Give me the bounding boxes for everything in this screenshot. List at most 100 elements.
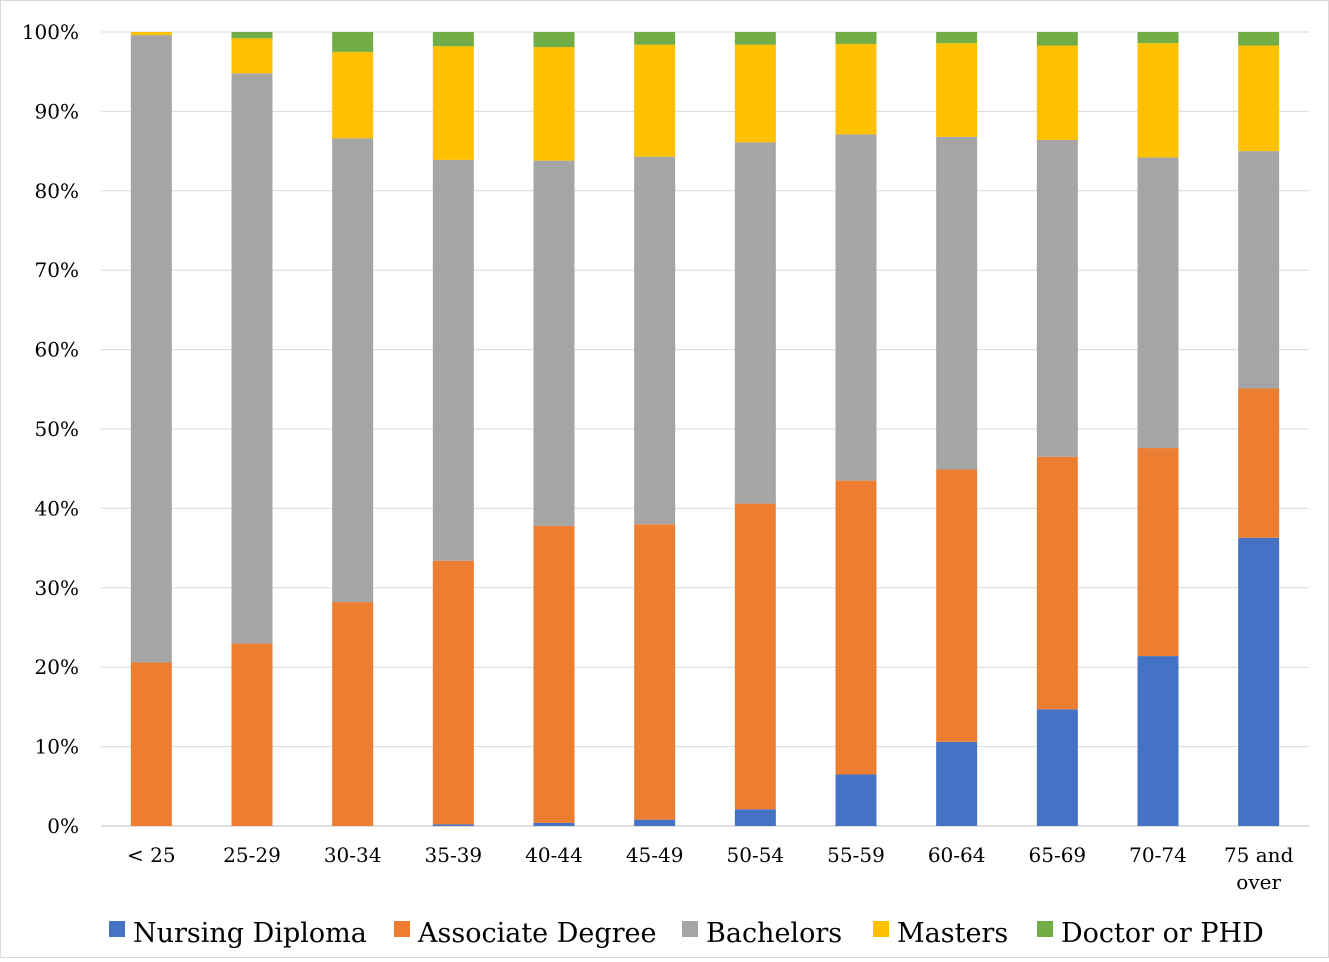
bar-segment-bachelors: [1238, 151, 1279, 388]
bar-segment-nursing-diploma: [836, 774, 877, 826]
x-tick-label-line: 55-59: [827, 843, 885, 867]
bar-segment-nursing-diploma: [1238, 538, 1279, 826]
bar-segment-associate-degree: [836, 481, 877, 775]
bar-segment-doctor-or-phd: [332, 32, 373, 52]
y-tick-label: 30%: [35, 576, 79, 600]
bar-segment-nursing-diploma: [634, 820, 675, 826]
gridlines: [101, 32, 1309, 826]
bar-segment-associate-degree: [936, 469, 977, 741]
bar-segment-associate-degree: [534, 526, 575, 823]
bar-segment-associate-degree: [735, 504, 776, 810]
x-tick-label-line: < 25: [127, 843, 176, 867]
legend-label: Bachelors: [706, 918, 842, 949]
x-tick-label-line: 25-29: [223, 843, 281, 867]
legend: Nursing Diploma Associate Degree Bachelors…: [109, 918, 1264, 949]
bar-segment-masters: [936, 43, 977, 137]
bar-segment-associate-degree: [634, 524, 675, 819]
legend-swatch: [109, 921, 125, 937]
x-tick-label: 50-54: [727, 843, 785, 867]
x-tick-label: 30-34: [324, 843, 382, 867]
bar-segment-doctor-or-phd: [634, 32, 675, 45]
bar-segment-masters: [1037, 45, 1078, 139]
bar-segment-doctor-or-phd: [735, 32, 776, 45]
legend-swatch: [873, 921, 889, 937]
bar-segment-bachelors: [634, 157, 675, 525]
y-tick-label: 80%: [35, 179, 79, 203]
bar-segment-doctor-or-phd: [836, 32, 877, 44]
x-tick-label: 45-49: [626, 843, 684, 867]
legend-swatch: [1037, 921, 1053, 937]
x-tick-label: 25-29: [223, 843, 281, 867]
bar-segment-associate-degree: [232, 643, 273, 826]
bar-segment-bachelors: [836, 134, 877, 480]
legend-label: Nursing Diploma: [133, 918, 367, 949]
x-tick-label: 40-44: [525, 843, 583, 867]
x-tick-label: 55-59: [827, 843, 885, 867]
y-tick-label: 100%: [22, 20, 79, 44]
bar-segment-bachelors: [131, 35, 172, 662]
legend-label: Doctor or PHD: [1061, 918, 1264, 949]
bar-segment-masters: [433, 46, 474, 160]
x-tick-label: 75 and over: [1224, 843, 1294, 894]
x-tick-label-line: 50-54: [727, 843, 785, 867]
bar-segment-nursing-diploma: [433, 824, 474, 826]
bar-segment-bachelors: [433, 160, 474, 561]
bar-segment-nursing-diploma: [534, 823, 575, 826]
x-tick-label: 60-64: [928, 843, 986, 867]
legend-label: Associate Degree: [417, 918, 657, 949]
bar-segment-nursing-diploma: [735, 809, 776, 826]
bar-segment-masters: [634, 45, 675, 157]
bar-segment-masters: [332, 52, 373, 139]
x-tick-label-line: 30-34: [324, 843, 382, 867]
y-tick-label: 90%: [35, 99, 79, 123]
bar-segment-associate-degree: [1238, 389, 1279, 538]
bar-segment-masters: [534, 47, 575, 161]
x-tick-label-line: 75 and: [1224, 843, 1294, 867]
x-tick-label: 70-74: [1129, 843, 1187, 867]
bar-segment-doctor-or-phd: [1138, 32, 1179, 43]
bar-segment-masters: [1138, 43, 1179, 157]
x-tick-label-line: 65-69: [1029, 843, 1087, 867]
y-tick-label: 60%: [35, 338, 79, 362]
y-tick-label: 50%: [35, 417, 79, 441]
bar-segment-doctor-or-phd: [1037, 32, 1078, 45]
x-tick-label-line: 45-49: [626, 843, 684, 867]
x-tick-label-line: 35-39: [425, 843, 483, 867]
bar-segment-masters: [232, 38, 273, 73]
x-tick-label: < 25: [127, 843, 176, 867]
bar-segment-associate-degree: [1037, 457, 1078, 709]
bar-segment-bachelors: [332, 138, 373, 602]
bar-segment-bachelors: [232, 73, 273, 643]
x-tick-label-line: over: [1236, 870, 1281, 894]
bar-segment-bachelors: [1138, 157, 1179, 448]
y-tick-label: 0%: [47, 814, 79, 838]
x-tick-label: 65-69: [1029, 843, 1087, 867]
y-tick-label: 70%: [35, 258, 79, 282]
bar-segment-nursing-diploma: [936, 742, 977, 826]
y-tick-label: 40%: [35, 496, 79, 520]
bar-segment-bachelors: [735, 142, 776, 503]
bar-segment-associate-degree: [433, 561, 474, 825]
x-tick-label-line: 60-64: [928, 843, 986, 867]
x-tick-label: 35-39: [425, 843, 483, 867]
bar-segment-doctor-or-phd: [433, 32, 474, 46]
bar-segment-doctor-or-phd: [1238, 32, 1279, 45]
bar-segment-nursing-diploma: [1138, 656, 1179, 826]
x-tick-label-line: 40-44: [525, 843, 583, 867]
bar-segment-doctor-or-phd: [534, 32, 575, 47]
bar-segment-bachelors: [936, 137, 977, 470]
bar-segment-masters: [735, 45, 776, 143]
bar-segment-masters: [131, 32, 172, 35]
bar-segment-masters: [836, 44, 877, 135]
bar-segment-associate-degree: [332, 602, 373, 826]
x-tick-label-line: 70-74: [1129, 843, 1187, 867]
bar-segment-bachelors: [534, 161, 575, 526]
bar-segment-masters: [1238, 45, 1279, 151]
legend-swatch: [394, 921, 410, 937]
bar-segment-associate-degree: [1138, 448, 1179, 656]
y-tick-label: 20%: [35, 655, 79, 679]
bar-segment-nursing-diploma: [1037, 709, 1078, 826]
legend-label: Masters: [897, 918, 1008, 949]
